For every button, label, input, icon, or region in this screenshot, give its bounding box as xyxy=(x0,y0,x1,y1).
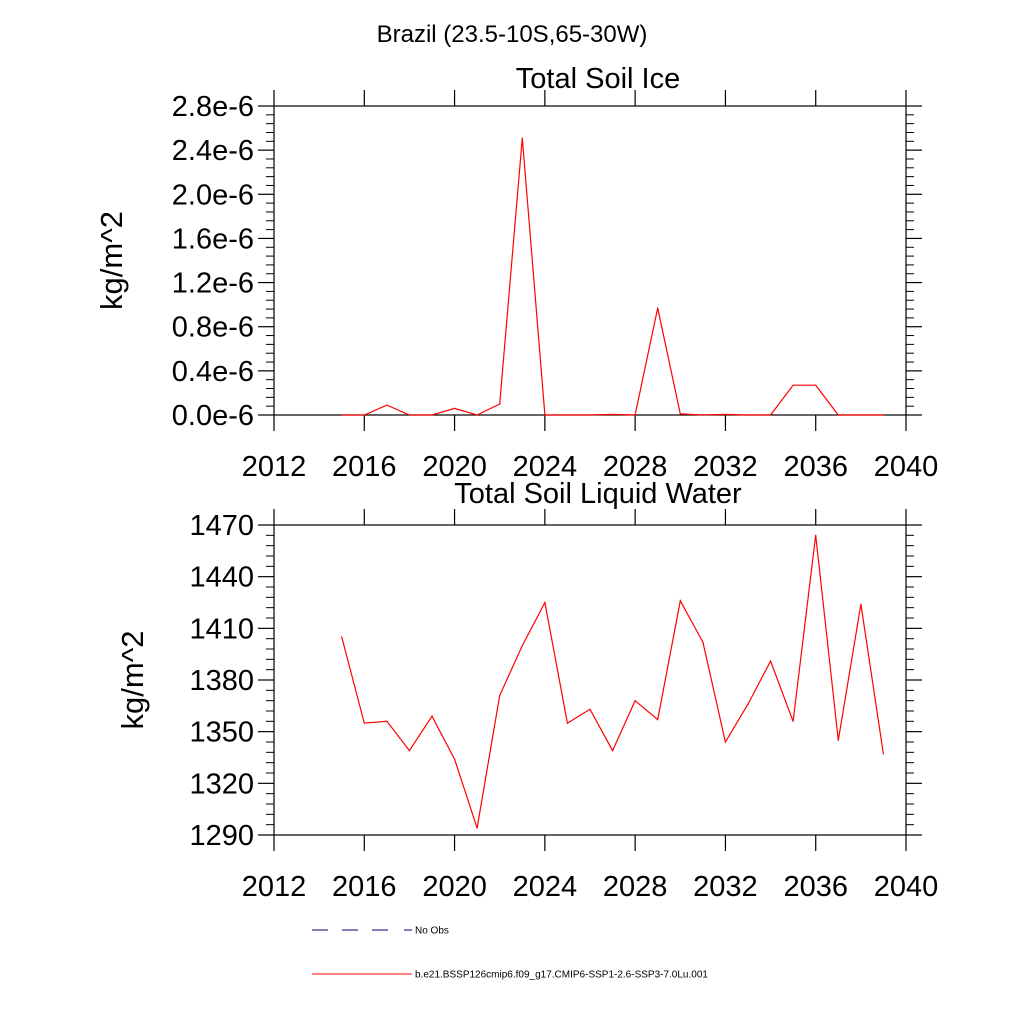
y-tick-label: 2.0e-6 xyxy=(172,179,254,211)
data-point xyxy=(499,403,501,405)
x-tick-label: 2024 xyxy=(513,871,578,903)
data-point xyxy=(363,722,365,724)
panel-soil-ice: Total Soil Ice 0.0e-6 0.4e-6 0.8e-6 1.2e-6 1.… xyxy=(94,63,938,483)
data-point xyxy=(634,700,636,702)
data-point xyxy=(724,741,727,743)
data-point xyxy=(747,414,749,416)
y-tick-label: 1470 xyxy=(189,510,254,542)
data-point xyxy=(521,137,523,139)
data-point xyxy=(769,660,772,662)
x-tick-label: 2016 xyxy=(332,871,397,903)
y-axis-label: kg/m^2 xyxy=(115,631,150,730)
data-point xyxy=(476,827,478,829)
data-point xyxy=(747,703,749,705)
data-point xyxy=(634,414,636,416)
y-tick-label: 1350 xyxy=(189,717,254,749)
x-tick-label: 2040 xyxy=(874,451,939,483)
y-tick-label: 1440 xyxy=(189,562,254,594)
y-tick-label: 1410 xyxy=(189,613,254,645)
y-tick-label: 1380 xyxy=(189,665,254,697)
data-point xyxy=(566,414,569,416)
data-point xyxy=(453,758,456,760)
series-line xyxy=(341,137,884,416)
x-tick-label: 2040 xyxy=(874,871,939,903)
data-point xyxy=(702,414,704,416)
data-point xyxy=(657,307,659,309)
x-tick-label: 2016 xyxy=(332,451,397,483)
x-tick-label: 2020 xyxy=(422,451,487,483)
panel-soil-liquid-water: Total Soil Liquid Water 1290 1320 1350 1380 1… xyxy=(115,478,938,903)
data-point xyxy=(882,753,885,755)
data-point xyxy=(363,414,365,416)
series-line xyxy=(341,535,884,829)
legend-label: b.e21.BSSP126cmip6.f09_g17.CMIP6-SSP1-2.… xyxy=(415,970,708,981)
legend-label: No Obs xyxy=(415,926,449,937)
data-point xyxy=(860,603,862,605)
x-tick-label: 2036 xyxy=(783,871,848,903)
y-tick-label: 1320 xyxy=(189,768,254,800)
data-point xyxy=(476,414,478,416)
data-point xyxy=(589,708,591,710)
data-point xyxy=(837,739,839,741)
data-point xyxy=(769,414,772,416)
data-point xyxy=(408,414,411,416)
y-tick-label: 1290 xyxy=(189,820,254,852)
data-point xyxy=(386,720,388,722)
data-point xyxy=(544,414,546,416)
data-point xyxy=(792,384,794,386)
data-point xyxy=(815,534,817,536)
x-tick-label: 2012 xyxy=(242,451,307,483)
x-tick-label: 2032 xyxy=(693,871,758,903)
data-point xyxy=(724,413,727,416)
x-tick-label: 2012 xyxy=(242,871,307,903)
figure-title: Brazil (23.5-10S,65-30W) xyxy=(377,21,648,48)
y-tick-label: 1.6e-6 xyxy=(172,223,254,255)
data-point xyxy=(431,414,433,416)
data-point xyxy=(860,414,862,416)
x-tick-label: 2028 xyxy=(603,451,668,483)
y-tick-label: 2.8e-6 xyxy=(172,91,254,123)
plot-frame xyxy=(273,105,907,416)
data-point xyxy=(499,694,501,697)
data-point xyxy=(431,715,433,717)
data-point xyxy=(589,414,591,416)
data-point xyxy=(341,414,343,416)
data-point xyxy=(566,722,569,724)
y-tick-label: 1.2e-6 xyxy=(172,268,254,300)
x-tick-label: 2036 xyxy=(783,451,848,483)
data-point xyxy=(341,636,343,638)
x-tick-label: 2032 xyxy=(693,451,758,483)
y-axis-label: kg/m^2 xyxy=(94,211,129,310)
data-point xyxy=(792,720,794,722)
y-tick-label: 0.4e-6 xyxy=(172,356,254,388)
data-point xyxy=(453,407,456,409)
x-tick-label: 2024 xyxy=(513,451,578,483)
y-tick-label: 0.8e-6 xyxy=(172,312,254,344)
data-point xyxy=(611,413,614,416)
data-point xyxy=(882,414,885,416)
data-point xyxy=(837,414,839,416)
data-point xyxy=(679,413,681,415)
data-point xyxy=(657,719,659,721)
y-tick-label: 0.0e-6 xyxy=(172,400,254,432)
data-point xyxy=(544,601,546,604)
data-point xyxy=(702,641,704,643)
panel-title: Total Soil Ice xyxy=(516,63,680,95)
y-tick-label: 2.4e-6 xyxy=(172,135,254,167)
data-point xyxy=(521,644,523,647)
panel-title: Total Soil Liquid Water xyxy=(454,478,742,510)
data-point xyxy=(386,404,388,406)
data-point xyxy=(815,384,817,386)
data-point xyxy=(408,750,411,752)
x-tick-label: 2028 xyxy=(603,871,668,903)
data-point xyxy=(679,600,681,602)
data-point xyxy=(611,750,614,752)
legend: No Obs b.e21.BSSP126cmip6.f09_g17.CMIP6-S… xyxy=(312,926,708,981)
x-tick-label: 2020 xyxy=(422,871,487,903)
